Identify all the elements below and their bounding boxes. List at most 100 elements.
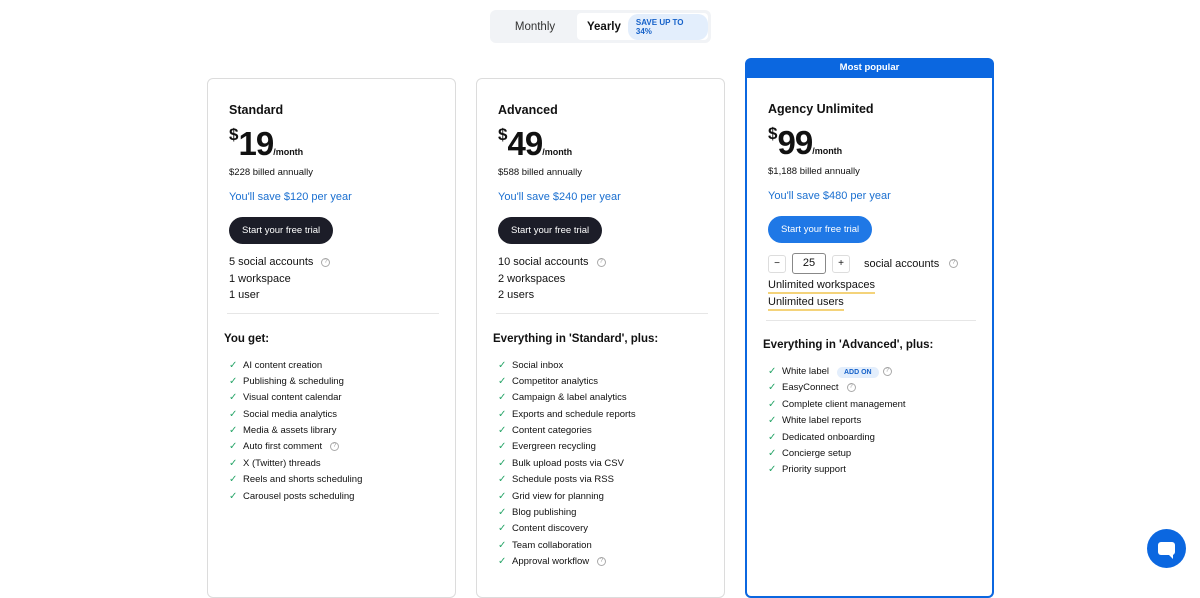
start-trial-button[interactable]: Start your free trial [768,216,873,243]
price-amount: 49 [507,125,543,162]
list-item: Grid view for planning [498,489,708,506]
feature: 2 users [498,289,535,301]
list-item: Campaign & label analytics [498,390,708,407]
info-icon[interactable]: ? [330,442,340,452]
plan-price: $19/month [229,125,439,162]
most-popular-banner: Most popular [745,58,994,78]
info-icon[interactable]: ? [597,557,607,567]
feature[interactable]: Unlimited workspaces [768,278,875,294]
increment-button[interactable]: + [832,254,850,273]
savings-text: You'll save $120 per year [229,191,352,203]
list-item: AI content creation [229,358,439,375]
list-item: Reels and shorts scheduling [229,472,439,489]
feature: 2 workspaces [498,272,566,285]
list-item: Auto first comment? [229,439,439,456]
list-item: Evergreen recycling [498,439,708,456]
plan-card-advanced: Advanced $49/month $588 billed annually … [476,78,725,598]
price-amount: 99 [777,124,813,161]
feature: 1 workspace [229,272,291,285]
divider [227,312,439,314]
plan-price: $99/month [768,124,976,161]
list-item: Team collaboration [498,538,708,555]
billed-annually: $228 billed annually [229,167,313,178]
feature-list: White label ADD ON? EasyConnect? Complete… [768,364,976,479]
plan-card-standard: Standard $19/month $228 billed annually … [207,78,456,598]
info-icon[interactable]: ? [882,366,892,376]
info-icon[interactable]: ? [949,259,959,268]
item-label: White label [782,366,829,377]
chat-bubble-icon [1158,542,1175,559]
divider [766,320,976,321]
list-item: Social inbox [498,358,708,375]
list-item: Concierge setup [768,446,976,463]
savings-text: You'll save $480 per year [768,190,891,202]
plan-title: Advanced [498,103,558,117]
list-item: X (Twitter) threads [229,456,439,473]
yearly-option[interactable]: Yearly SAVE UP TO 34% [577,13,708,40]
feature: 10 social accounts [498,256,589,268]
list-item: White label ADD ON? [768,364,976,381]
info-icon[interactable]: ? [846,383,856,393]
list-item: Publishing & scheduling [229,374,439,391]
info-icon[interactable]: ? [321,257,331,267]
plan-title: Agency Unlimited [768,102,874,116]
list-item: Content categories [498,423,708,440]
save-badge: SAVE UP TO 34% [627,13,708,40]
list-item: Carousel posts scheduling [229,489,439,506]
savings-text: You'll save $240 per year [498,191,621,203]
start-trial-button[interactable]: Start your free trial [229,217,334,244]
list-item: Visual content calendar [229,390,439,407]
divider [496,312,708,314]
list-item: Priority support [768,462,976,479]
info-icon[interactable]: ? [596,257,606,267]
plan-features: 10 social accounts? 2 workspaces 2 users [498,254,708,304]
feature-list: Social inbox Competitor analytics Campai… [498,358,708,571]
decrement-button[interactable]: − [768,254,786,273]
list-item: Dedicated onboarding [768,430,976,447]
monthly-option[interactable]: Monthly [514,20,556,33]
section-heading: Everything in 'Standard', plus: [493,332,659,345]
currency: $ [229,125,239,144]
start-trial-button[interactable]: Start your free trial [498,217,603,244]
accounts-input[interactable]: 25 [792,253,826,274]
feature[interactable]: Unlimited users [768,295,844,311]
yearly-label: Yearly [587,20,621,33]
plan-features: Unlimited workspaces Unlimited users [768,277,976,311]
list-item: Complete client management [768,397,976,414]
currency: $ [498,125,508,144]
list-item: White label reports [768,413,976,430]
feature: 1 user [229,289,260,301]
chat-button[interactable] [1147,529,1186,568]
billed-annually: $588 billed annually [498,167,582,178]
feature: 5 social accounts [229,256,314,268]
feature-list: AI content creation Publishing & schedul… [229,358,439,506]
billed-annually: $1,188 billed annually [768,166,860,177]
plan-price: $49/month [498,125,708,162]
plan-features: 5 social accounts? 1 workspace 1 user [229,254,439,304]
list-item: Approval workflow? [498,554,708,571]
list-item: Content discovery [498,521,708,538]
item-label: EasyConnect [782,382,839,394]
list-item: Competitor analytics [498,374,708,391]
stepper-label: social accounts [864,257,940,270]
price-period: /month [542,147,573,157]
price-amount: 19 [238,125,274,162]
list-item: Schedule posts via RSS [498,472,708,489]
list-item: EasyConnect? [768,380,976,397]
currency: $ [768,124,778,143]
social-accounts-stepper: − 25 + social accounts ? [768,253,976,274]
price-period: /month [812,146,843,156]
billing-toggle: Monthly Yearly SAVE UP TO 34% [490,10,711,43]
list-item: Social media analytics [229,407,439,424]
list-item: Blog publishing [498,505,708,522]
list-item: Bulk upload posts via CSV [498,456,708,473]
plan-card-agency-unlimited: Agency Unlimited $99/month $1,188 billed… [745,78,994,598]
plan-title: Standard [229,103,284,117]
section-heading: You get: [224,332,270,345]
section-heading: Everything in 'Advanced', plus: [763,339,934,351]
list-item: Exports and schedule reports [498,407,708,424]
list-item: Media & assets library [229,423,439,440]
add-on-badge: ADD ON [837,367,879,378]
price-period: /month [273,147,304,157]
item-label: Auto first comment [243,441,323,453]
